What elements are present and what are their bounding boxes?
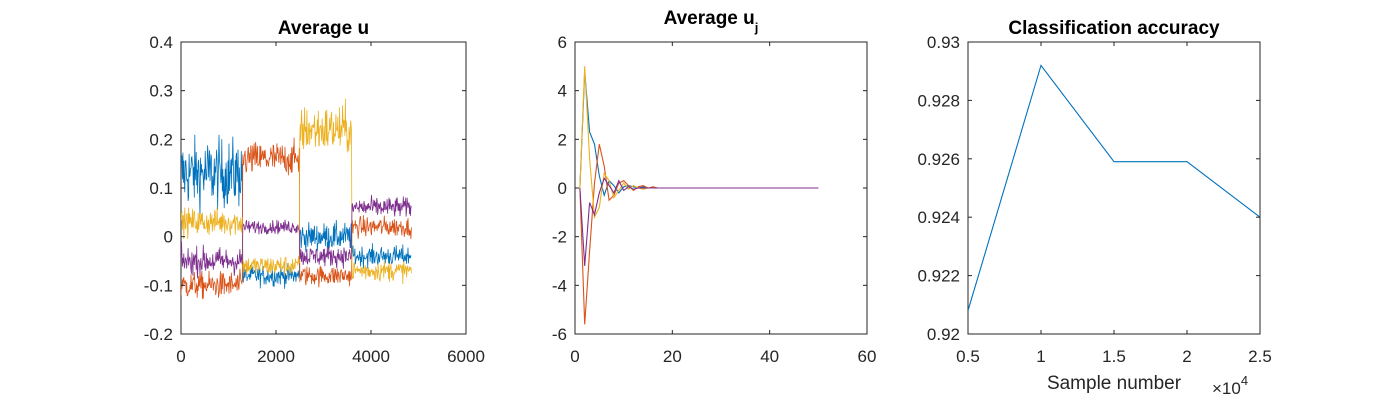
chart-average-u: -0.2 -0.1 0 0.1 0.2 0.3 0.4 0 2000 4000 6000 Avera… bbox=[144, 18, 485, 366]
x-tick-label: 0 bbox=[176, 347, 185, 366]
series-line-2 bbox=[181, 137, 412, 300]
x-tick-label: 0.5 bbox=[956, 347, 980, 366]
y-tick-label: 6 bbox=[558, 33, 567, 52]
y-tick-label: -4 bbox=[552, 276, 567, 295]
y-tick-label: 0.2 bbox=[149, 130, 173, 149]
x-tick-label: 2000 bbox=[257, 347, 295, 366]
x-axis-multiplier: ×104 bbox=[1212, 373, 1248, 398]
y-tick-label: 0.1 bbox=[149, 179, 173, 198]
y-tick-label: -6 bbox=[552, 325, 567, 344]
y-tick-label: -0.2 bbox=[144, 325, 173, 344]
chart-title-main: Average u bbox=[664, 8, 755, 29]
y-tick-label: 0.93 bbox=[927, 33, 960, 52]
chart-title: Average uj bbox=[664, 8, 759, 35]
chart-title: Average u bbox=[278, 18, 369, 39]
x-axis-multiplier-base: ×10 bbox=[1212, 379, 1241, 398]
x-tick-label: 1.5 bbox=[1102, 347, 1126, 366]
y-tick-label: 2 bbox=[558, 130, 567, 149]
y-tick-label: 0.3 bbox=[149, 82, 173, 101]
x-axis-label: Sample number bbox=[1047, 373, 1182, 394]
x-tick-label: 20 bbox=[663, 347, 682, 366]
x-tick-label: 6000 bbox=[447, 347, 485, 366]
x-axis-multiplier-exponent: 4 bbox=[1241, 373, 1248, 388]
y-tick-label: -0.1 bbox=[144, 276, 173, 295]
x-tick-label: 2 bbox=[1182, 347, 1191, 366]
y-tick-label: 0.92 bbox=[927, 325, 960, 344]
y-tick-label: -2 bbox=[552, 228, 567, 247]
x-tick-label: 60 bbox=[858, 347, 877, 366]
y-tick-label: 0.4 bbox=[149, 33, 173, 52]
y-tick-label: 0.926 bbox=[917, 150, 960, 169]
x-tick-label: 2.5 bbox=[1248, 347, 1272, 366]
x-tick-label: 40 bbox=[760, 347, 779, 366]
series-line-4 bbox=[579, 177, 819, 266]
chart-title: Classification accuracy bbox=[1008, 18, 1220, 39]
x-tick-label: 4000 bbox=[352, 347, 390, 366]
y-tick-label: 0 bbox=[558, 179, 567, 198]
y-tick-label: 0 bbox=[164, 228, 173, 247]
y-tick-label: 0.922 bbox=[917, 267, 960, 286]
x-tick-label: 1 bbox=[1036, 347, 1045, 366]
series-line-1 bbox=[968, 64, 1260, 311]
series-line-1 bbox=[181, 134, 412, 289]
series-line-4 bbox=[181, 194, 412, 279]
y-tick-label: 4 bbox=[558, 82, 567, 101]
series-line-3 bbox=[181, 98, 412, 285]
y-tick-label: 0.924 bbox=[917, 208, 960, 227]
plot-area bbox=[967, 41, 1261, 335]
x-tick-label: 0 bbox=[570, 347, 579, 366]
chart-title-subscript: j bbox=[754, 20, 759, 35]
y-tick-label: 0.928 bbox=[917, 91, 960, 110]
